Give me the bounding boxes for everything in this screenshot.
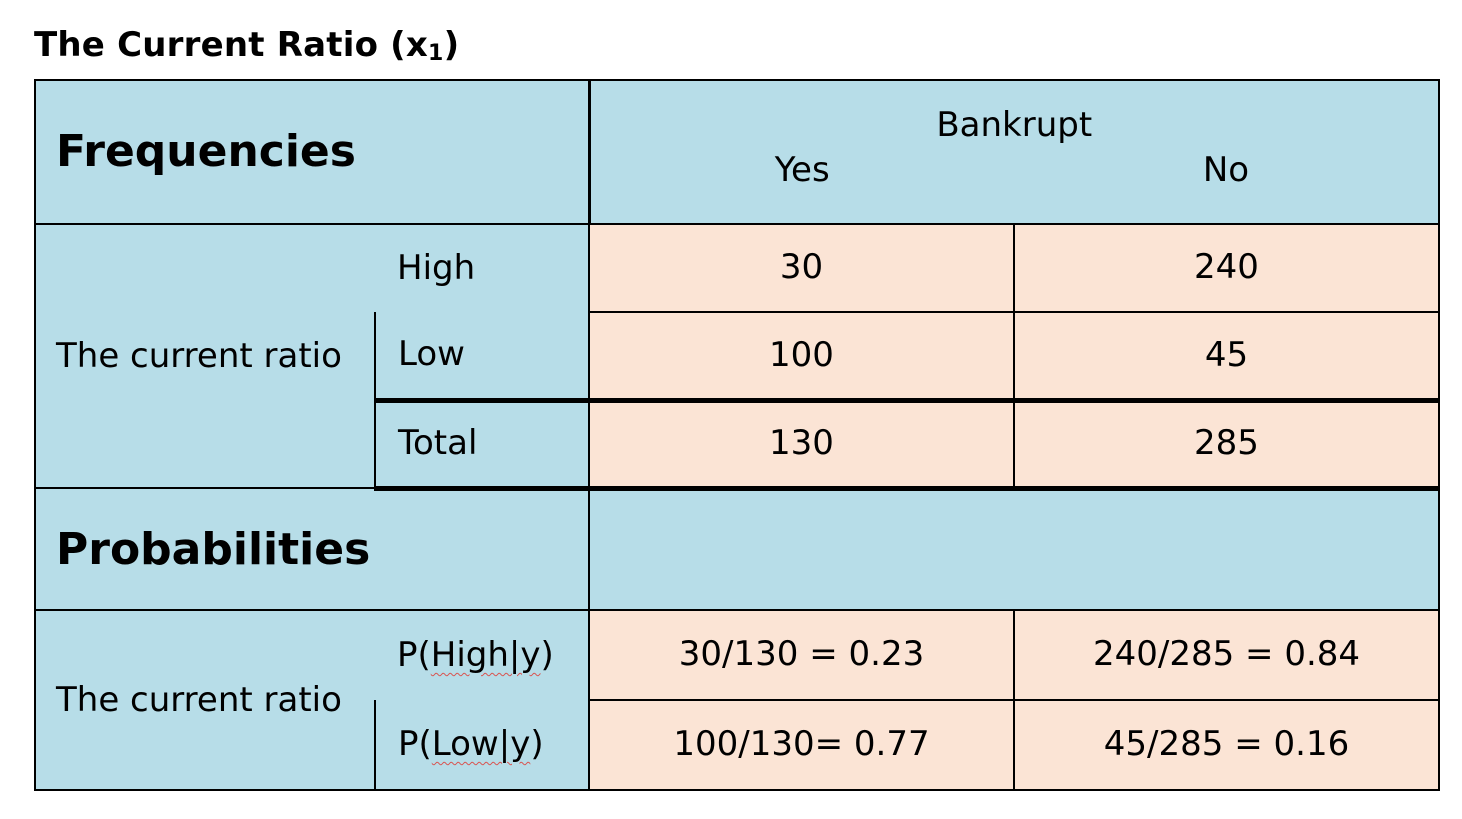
p-high-suffix: ) [540, 634, 554, 675]
cell-low-no: 45 [1013, 311, 1440, 403]
frequencies-row-group-label: The current ratio [34, 223, 375, 489]
cell-p-low-no: 45/285 = 0.16 [1013, 699, 1440, 791]
cell-p-low-yes: 100/130= 0.77 [588, 699, 1015, 791]
cell-total-yes: 130 [588, 399, 1015, 491]
p-low-mid: Low|y [431, 723, 531, 764]
title-text: The Current Ratio (x [34, 25, 429, 65]
cell-high-no: 240 [1013, 223, 1440, 313]
probabilities-header-blank [588, 487, 1440, 611]
p-low-suffix: ) [530, 723, 544, 764]
column-header-yes: Yes [588, 151, 1014, 225]
cell-high-yes: 30 [588, 223, 1015, 313]
row-label-total: Total [374, 399, 590, 491]
row-label-low: Low [374, 312, 590, 403]
p-high-mid: High|y [430, 634, 541, 675]
row-label-p-high: P(High|y) [375, 609, 590, 700]
cell-p-high-yes: 30/130 = 0.23 [588, 609, 1015, 701]
cell-p-high-no: 240/285 = 0.84 [1013, 609, 1440, 701]
page-title: The Current Ratio (x1) [34, 22, 459, 68]
cell-low-yes: 100 [588, 311, 1015, 403]
frequencies-section-label: Frequencies [34, 79, 591, 225]
contingency-table: Frequencies Bankrupt Yes No The current … [34, 79, 1440, 791]
bankrupt-header: Bankrupt [588, 79, 1440, 152]
p-low-prefix: P( [398, 723, 432, 764]
probabilities-row-group-label: The current ratio [34, 609, 375, 791]
row-label-p-low: P(Low|y) [374, 700, 590, 791]
probabilities-section-label: Probabilities [34, 487, 590, 611]
title-close: ) [443, 25, 460, 65]
column-header-no: No [1014, 151, 1440, 225]
row-label-high: High [375, 223, 590, 312]
p-high-prefix: P( [397, 634, 431, 675]
cell-total-no: 285 [1013, 399, 1440, 491]
title-subscript: 1 [428, 41, 444, 66]
